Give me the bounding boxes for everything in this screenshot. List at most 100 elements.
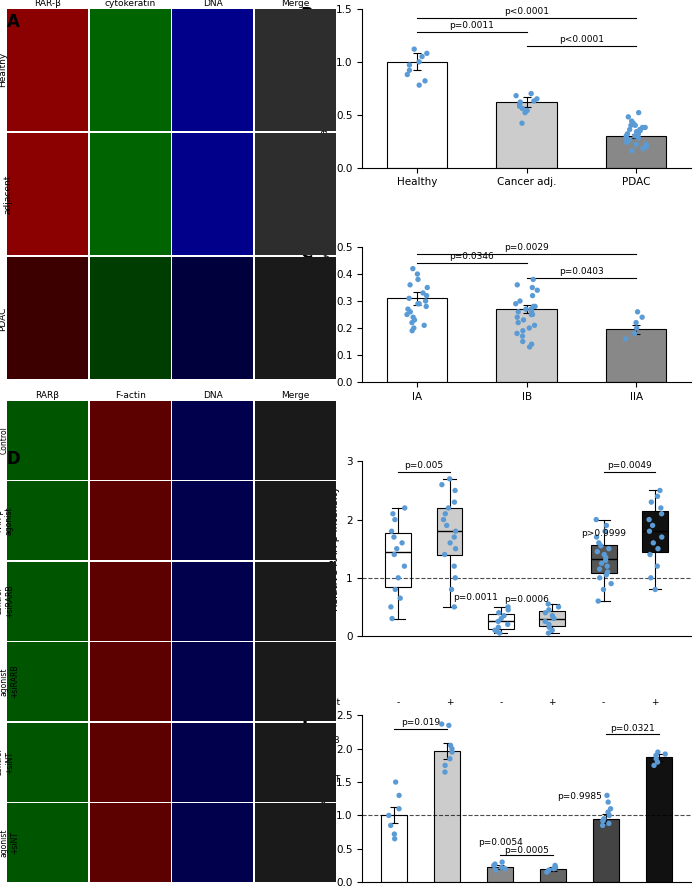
Point <box>651 748 662 763</box>
Point <box>519 105 530 119</box>
Point <box>406 323 417 338</box>
Point <box>394 591 406 605</box>
Point <box>446 741 457 756</box>
Point <box>634 122 646 136</box>
Point <box>603 816 614 830</box>
Point <box>597 818 608 832</box>
Bar <box>433 751 460 882</box>
PathPatch shape <box>385 533 411 586</box>
Point <box>521 302 532 316</box>
Point <box>512 315 524 330</box>
Point <box>591 530 602 544</box>
Point <box>553 600 564 614</box>
Point <box>547 623 558 637</box>
Text: p=0.0011: p=0.0011 <box>450 21 494 30</box>
Point <box>401 307 413 322</box>
Point <box>514 99 525 113</box>
Text: -: - <box>448 736 451 745</box>
Point <box>660 747 671 761</box>
Text: E: E <box>302 458 313 476</box>
Point <box>445 752 456 766</box>
Point <box>531 92 542 106</box>
Point <box>419 74 431 88</box>
Point <box>512 278 523 292</box>
Point <box>517 116 528 130</box>
Point <box>510 88 521 102</box>
Bar <box>496 309 557 382</box>
Text: +: + <box>651 698 659 707</box>
Point <box>652 489 663 503</box>
Point <box>591 512 602 527</box>
Point <box>387 507 399 521</box>
Point <box>623 134 634 148</box>
Point <box>648 758 660 772</box>
Point <box>500 862 511 876</box>
PathPatch shape <box>488 614 514 629</box>
Point <box>413 273 424 287</box>
Y-axis label: RARB mRNA expression: RARB mRNA expression <box>320 737 330 861</box>
Point <box>514 97 525 111</box>
Point <box>524 339 535 354</box>
Text: p=0.0011: p=0.0011 <box>453 593 498 602</box>
Point <box>413 297 424 311</box>
Point <box>628 116 639 130</box>
Point <box>543 602 554 617</box>
Point <box>503 600 514 614</box>
Point <box>644 524 655 538</box>
Point <box>524 321 535 335</box>
Point <box>440 758 451 772</box>
Point <box>621 131 632 145</box>
Text: -: - <box>653 736 657 745</box>
Point <box>449 559 460 573</box>
Point <box>645 570 656 584</box>
Point <box>637 310 648 324</box>
Point <box>417 286 429 300</box>
Title: Merge: Merge <box>281 0 309 8</box>
PathPatch shape <box>642 511 668 552</box>
Point <box>443 501 454 515</box>
Point <box>652 755 663 769</box>
Point <box>496 855 507 870</box>
Point <box>594 562 605 576</box>
Point <box>517 334 528 348</box>
Point <box>450 524 461 538</box>
Point <box>543 617 554 632</box>
Point <box>549 858 560 872</box>
Point <box>631 125 642 139</box>
Point <box>622 127 633 141</box>
Point <box>601 568 612 582</box>
Point <box>404 58 415 72</box>
Point <box>408 42 419 56</box>
Text: p=0.0049: p=0.0049 <box>607 461 652 470</box>
Point <box>422 281 433 295</box>
Point <box>405 305 416 319</box>
Text: p=0.0346: p=0.0346 <box>450 252 494 261</box>
Point <box>528 299 539 314</box>
Text: +: + <box>497 736 505 745</box>
Point <box>393 570 404 584</box>
Point <box>656 530 667 544</box>
Point <box>599 547 610 561</box>
Title: Pan
cytokeratin: Pan cytokeratin <box>105 0 156 8</box>
Point <box>407 262 418 276</box>
Text: -: - <box>448 774 451 784</box>
Point <box>654 483 665 497</box>
Title: F-actin: F-actin <box>114 391 146 400</box>
Point <box>630 129 641 143</box>
Y-axis label: Cancer
adjacent: Cancer adjacent <box>0 175 13 214</box>
Point <box>631 321 642 335</box>
Text: -: - <box>396 698 400 707</box>
Point <box>510 297 521 311</box>
Point <box>652 745 663 759</box>
Point <box>530 299 541 314</box>
Text: -: - <box>602 736 605 745</box>
Text: p=0.0006: p=0.0006 <box>504 595 549 604</box>
Point <box>637 142 648 156</box>
Point <box>517 329 528 343</box>
Bar <box>387 298 447 382</box>
Point <box>389 827 400 841</box>
Point <box>602 795 614 809</box>
Text: p=0.9985: p=0.9985 <box>557 792 602 801</box>
Bar <box>380 815 407 882</box>
Point <box>542 597 554 611</box>
